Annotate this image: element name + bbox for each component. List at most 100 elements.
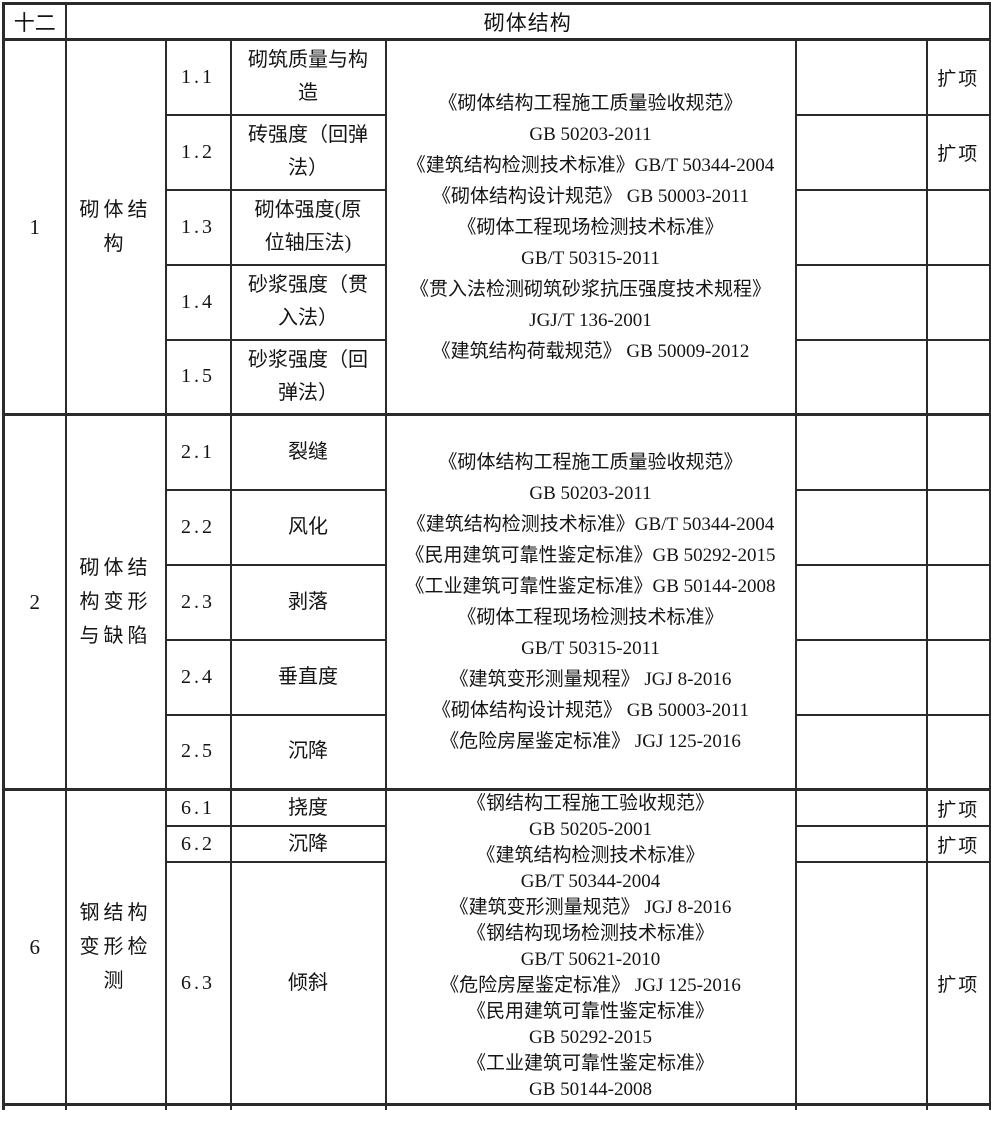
expand-tag-cell [925,563,991,641]
item-no-cell: 1.5 [164,338,232,416]
item-name-cell: 裂缝 [229,413,387,491]
section-number-cell: 6 [2,788,67,1106]
standard-line: 《砌体工程现场检测技术标准》 [457,216,724,238]
blank-cell [64,1103,167,1110]
blank-cell [794,825,928,864]
item-name-cell: 砌体强度(原位轴压法) [229,188,387,266]
expand-tag-cell [925,713,991,791]
standard-line: 《砌体结构设计规范》 GB 50003-2011 [431,185,750,207]
table-row: 1.2 砖强度（回弹法） 扩项 [4,113,991,191]
category-cell: 砌体结构 [64,38,167,416]
table-row: 2.2 风化 [4,488,991,566]
table-row: 2.5 沉降 [4,713,991,791]
standard-line: 《砌体结构工程施工质量验收规范》 [438,452,743,473]
item-name-cell: 倾斜 [229,861,387,1106]
standard-line: 《砌体工程现场检测技术标准》 [457,607,724,628]
blank-cell [794,263,928,341]
standard-line: 《危险房屋鉴定标准》 JGJ 125-2016 [440,975,741,996]
standard-line: 《工业建筑可靠性鉴定标准》 [466,1053,714,1074]
expand-tag-cell [925,338,991,416]
standard-line: 《工业建筑可靠性鉴定标准》GB 50144-2008 [405,576,776,597]
standard-line: 《危险房屋鉴定标准》 JGJ 125-2016 [440,731,741,752]
item-no-cell: 1.4 [164,263,232,341]
table-row: 6.3 倾斜 扩项 [4,861,991,1106]
blank-cell [794,38,928,116]
table-row: 2.3 剥落 [4,563,991,641]
standard-line: 《钢结构工程施工验收规范》 [466,793,714,814]
blank-cell [384,1103,797,1110]
item-name-cell: 挠度 [229,788,387,828]
standards-cell: 《砌体结构工程施工质量验收规范》 GB 50203-2011 《建筑结构检测技术… [384,413,797,791]
blank-cell [925,1103,991,1110]
category-cell: 砌体结构变形与缺陷 [64,413,167,791]
table-row: 6.2 沉降 扩项 [4,825,991,864]
table-row: 1 砌体结构 1.1 砌筑质量与构造 《砌体结构工程施工质量验收规范》 GB 5… [2,38,991,416]
item-no-cell: 1.1 [164,38,232,116]
item-name-cell: 砂浆强度（回弹法） [229,338,387,416]
item-name-cell: 砌筑质量与构造 [229,38,387,116]
blank-cell [794,713,928,791]
standard-line: GB/T 50315-2011 [521,247,660,269]
standard-line: GB/T 50344-2004 [520,871,661,892]
standard-line: GB 50292-2015 [529,1027,652,1048]
standard-line: 《民用建筑可靠性鉴定标准》GB 50292-2015 [405,545,776,566]
partial-row [2,1103,991,1110]
standard-line: 《砌体结构设计规范》 GB 50003-2011 [431,700,750,721]
table-row: 6 钢结构变形检测 6.1 挠度 《钢结构工程施工验收规范》 GB 50205-… [2,788,991,1106]
expand-tag-cell: 扩项 [925,788,991,828]
blank-cell [794,788,928,828]
expand-tag-cell [925,263,991,341]
blank-cell [794,488,928,566]
standard-line: JGJ/T 136-2001 [529,309,652,331]
standard-line: 《建筑结构检测技术标准》 [476,845,705,866]
standards-cell: 《钢结构工程施工验收规范》 GB 50205-2001 《建筑结构检测技术标准》… [384,788,797,1106]
blank-cell [794,113,928,191]
item-no-cell: 2.5 [164,713,232,791]
standard-line: 《建筑变形测量规程》 JGJ 8-2016 [449,669,732,690]
item-no-cell: 2.3 [164,563,232,641]
blank-cell [2,1103,67,1110]
blank-cell [794,861,928,1106]
standard-line: 《钢结构现场检测技术标准》 [466,923,714,944]
standards-table: 十二 砌体结构 1 砌体结构 1.1 砌筑质量与构造 《砌体结构工程施工质量验收… [2,2,991,1110]
item-name-cell: 沉降 [229,825,387,864]
standard-line: 《建筑结构荷载规范》 GB 50009-2012 [431,340,750,362]
expand-tag-cell [925,638,991,716]
item-no-cell: 2.1 [164,413,232,491]
standard-line: GB 50203-2011 [529,483,652,504]
table-row: 2 砌体结构变形与缺陷 2.1 裂缝 《砌体结构工程施工质量验收规范》 GB 5… [2,413,991,791]
blank-cell [794,563,928,641]
blank-cell [794,1103,928,1110]
expand-tag-cell [925,188,991,266]
expand-tag-cell: 扩项 [925,861,991,1106]
item-no-cell: 1.2 [164,113,232,191]
standard-line: 《民用建筑可靠性鉴定标准》 [466,1001,714,1022]
table-row: 1.5 砂浆强度（回弹法） [4,338,991,416]
item-name-cell: 沉降 [229,713,387,791]
standards-cell: 《砌体结构工程施工质量验收规范》 GB 50203-2011 《建筑结构检测技术… [384,38,797,416]
standard-line: GB 50203-2011 [529,123,652,145]
item-no-cell: 2.4 [164,638,232,716]
item-name-cell: 砂浆强度（贯入法） [229,263,387,341]
item-name-cell: 风化 [229,488,387,566]
standard-line: 《贯入法检测砌筑砂浆抗压强度技术规程》 [409,278,771,300]
item-no-cell: 6.2 [164,825,232,864]
item-name-cell: 砖强度（回弹法） [229,113,387,191]
standard-line: 《建筑结构检测技术标准》GB/T 50344-2004 [406,154,775,176]
expand-tag-cell [925,413,991,491]
standard-line: GB/T 50315-2011 [521,638,660,659]
blank-cell [794,638,928,716]
expand-tag-cell: 扩项 [925,38,991,116]
section-number-cell: 1 [2,38,67,416]
blank-cell [229,1103,387,1110]
blank-cell [164,1103,232,1110]
category-cell: 钢结构变形检测 [64,788,167,1106]
blank-cell [794,338,928,416]
standard-line: 《砌体结构工程施工质量验收规范》 [438,92,743,114]
standard-line: 《建筑结构检测技术标准》GB/T 50344-2004 [406,514,775,535]
expand-tag-cell: 扩项 [925,113,991,191]
item-name-cell: 剥落 [229,563,387,641]
table-row: 2.4 垂直度 [4,638,991,716]
item-no-cell: 6.1 [164,788,232,828]
